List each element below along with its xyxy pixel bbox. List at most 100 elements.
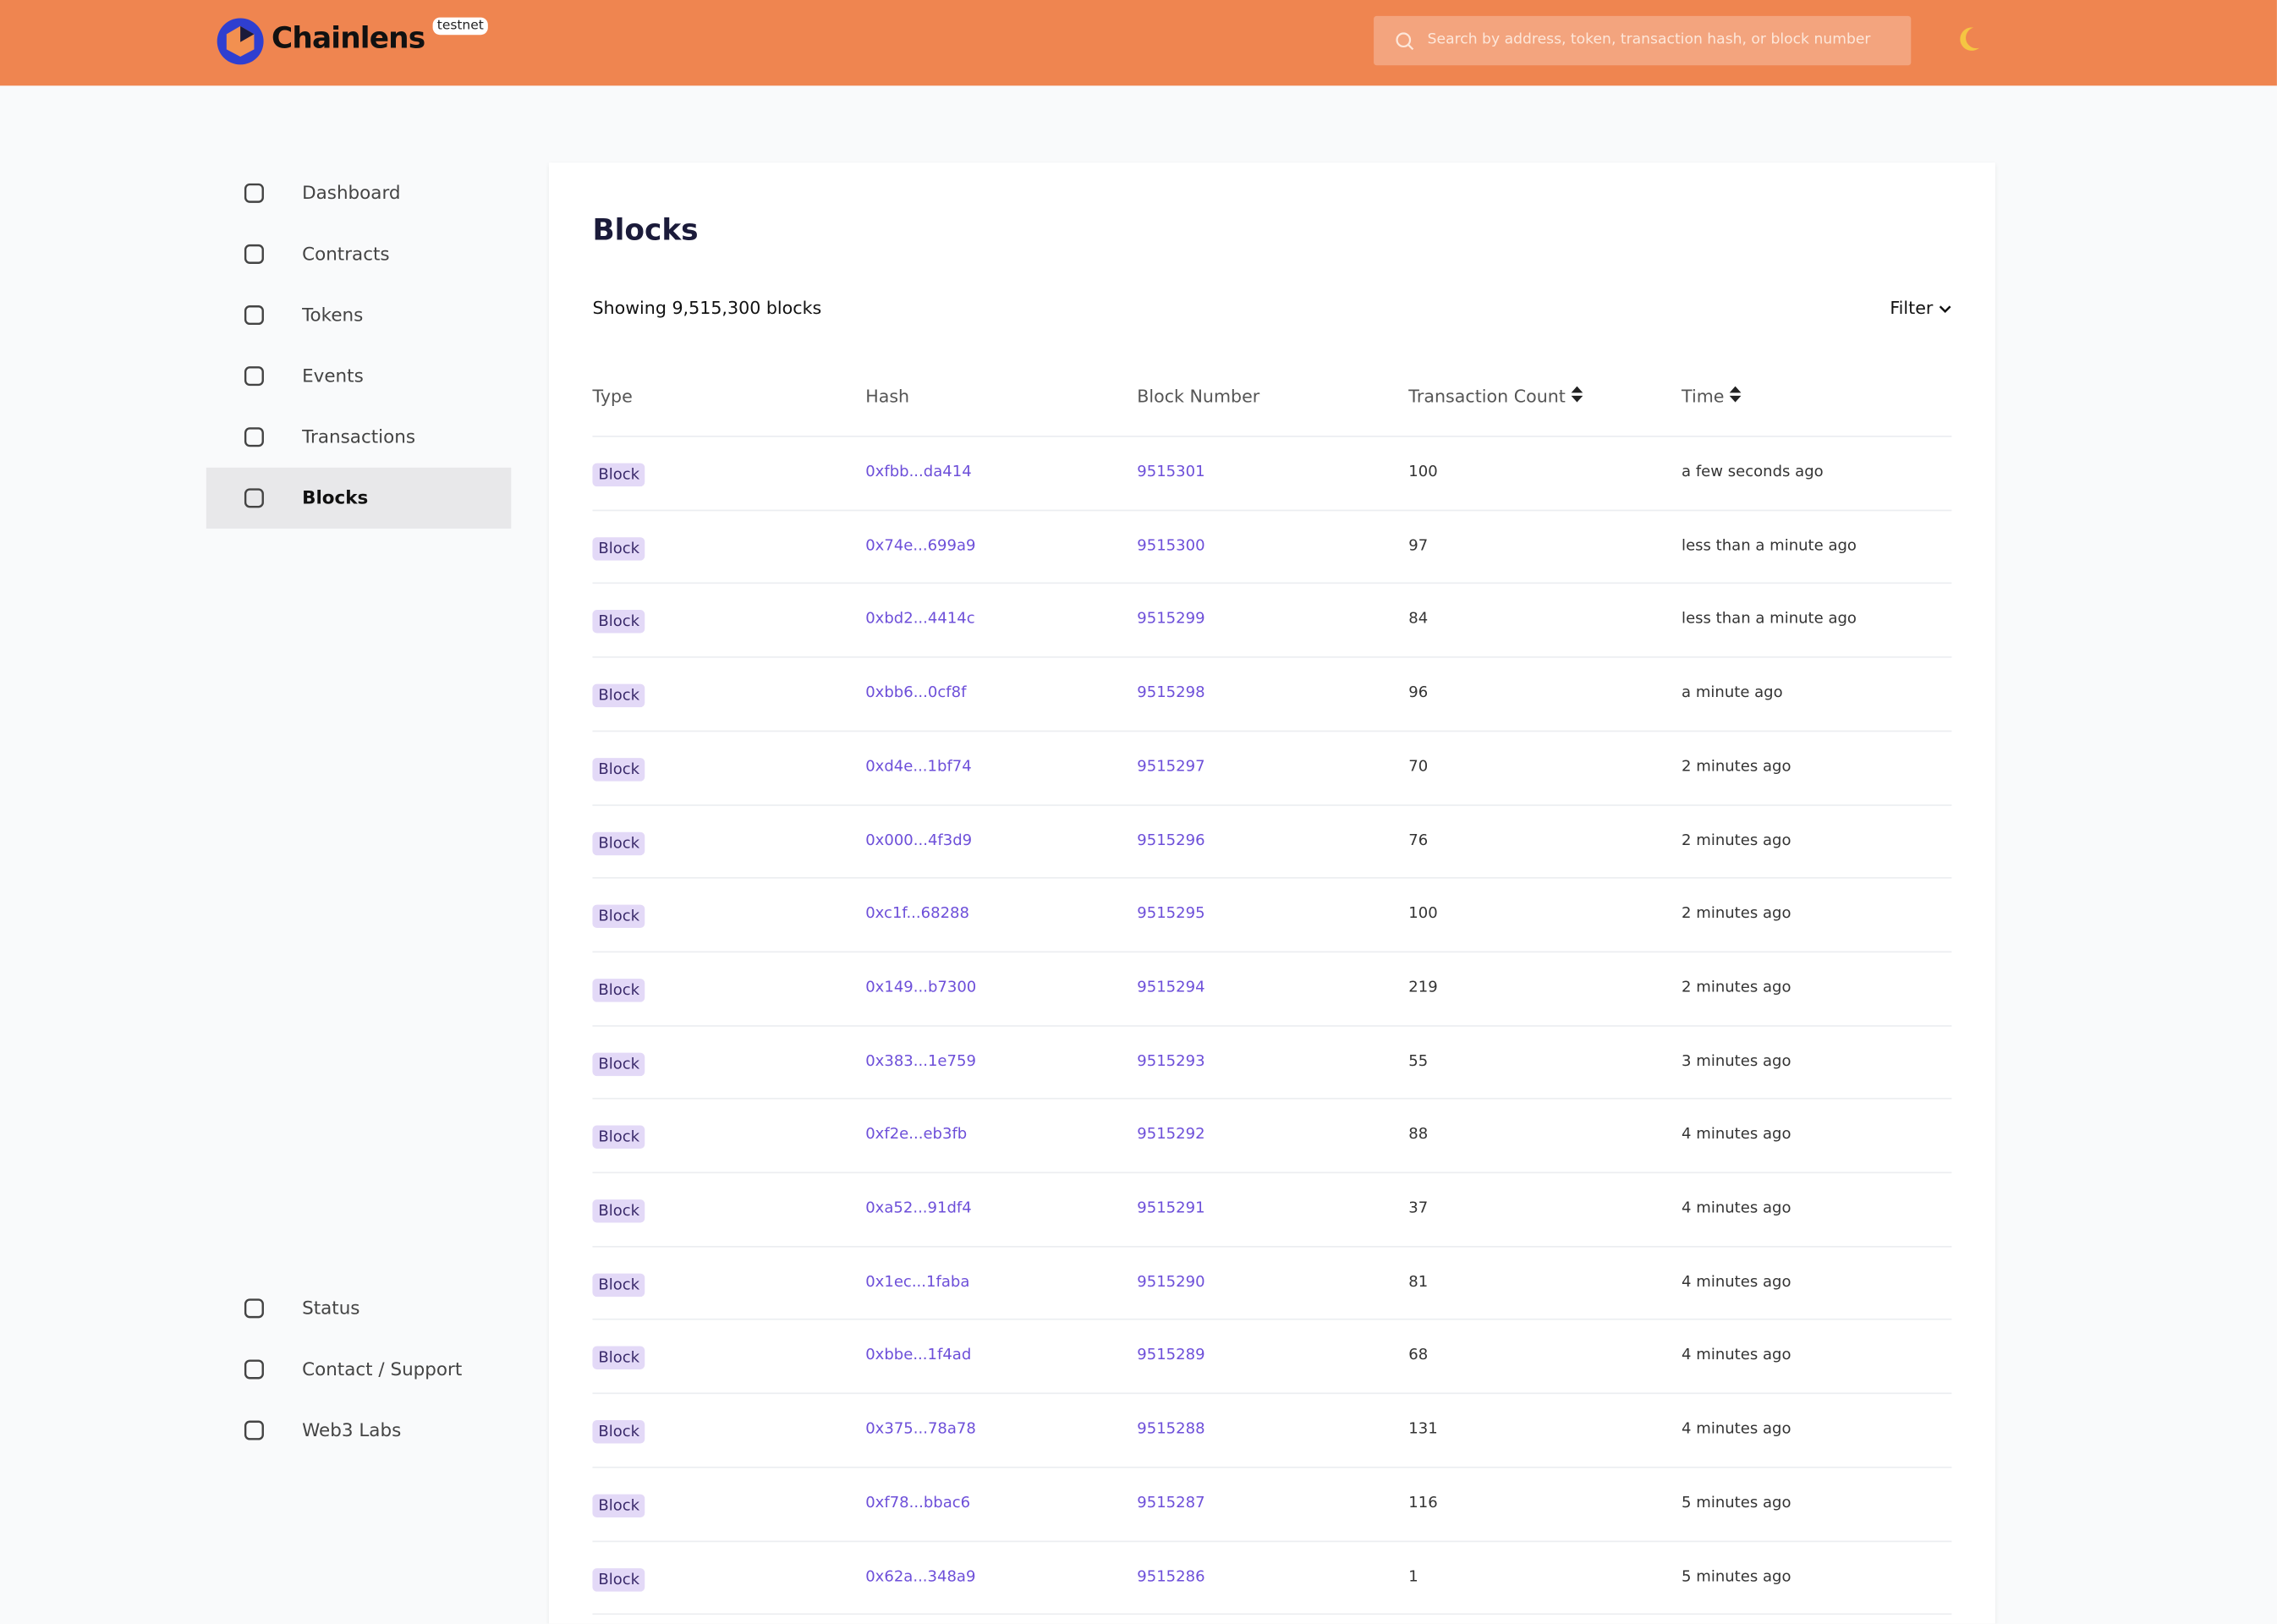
block-number[interactable]: 9515290 — [1137, 1273, 1205, 1291]
block-hash[interactable]: 0xbbe...1f4ad — [865, 1347, 972, 1364]
blocks-card: Blocks Showing 9,515,300 blocks Filter T… — [548, 162, 1995, 1624]
logo[interactable] — [217, 18, 265, 66]
type-tag: Block — [592, 536, 645, 561]
block-number[interactable]: 9515297 — [1137, 757, 1205, 776]
block-hash[interactable]: 0xbb6...0cf8f — [865, 683, 967, 702]
filter-button[interactable]: Filter — [1890, 298, 1951, 318]
time: 4 minutes ago — [1682, 1273, 1791, 1291]
nav-label: Tokens — [302, 303, 364, 326]
nav-icon — [244, 488, 264, 508]
nav-item[interactable]: Events — [206, 346, 512, 407]
time: a few seconds ago — [1682, 463, 1824, 481]
search-icon — [1396, 32, 1414, 51]
block-number[interactable]: 9515288 — [1137, 1420, 1205, 1438]
tx-count: 81 — [1408, 1273, 1429, 1291]
time: 2 minutes ago — [1682, 978, 1791, 996]
tx-count: 70 — [1408, 757, 1429, 776]
type-tag: Block — [592, 831, 645, 855]
nav-icon — [244, 1420, 264, 1440]
block-hash[interactable]: 0x74e...699a9 — [865, 536, 976, 555]
block-hash[interactable]: 0x000...4f3d9 — [865, 831, 973, 849]
theme-toggle[interactable] — [1959, 26, 1982, 52]
block-number[interactable]: 9515287 — [1137, 1494, 1205, 1512]
type-tag: Block — [592, 1347, 645, 1370]
tx-count: 100 — [1408, 463, 1438, 481]
time: 5 minutes ago — [1682, 1567, 1791, 1585]
block-number[interactable]: 9515300 — [1137, 536, 1205, 555]
time: less than a minute ago — [1682, 610, 1857, 628]
time: 2 minutes ago — [1682, 904, 1791, 923]
column-header: Type — [592, 386, 633, 407]
nav-icon — [244, 1359, 264, 1380]
search-box[interactable]: Search by address, token, transaction ha… — [1374, 15, 1912, 66]
type-tag: Block — [592, 1199, 645, 1223]
block-hash[interactable]: 0xd4e...1bf74 — [865, 757, 972, 776]
nav-item[interactable]: Web3 Labs — [206, 1400, 512, 1461]
column-header[interactable]: Transaction Count — [1408, 386, 1583, 407]
tx-count: 88 — [1408, 1126, 1429, 1144]
nav-item[interactable]: Contact / Support — [206, 1339, 512, 1400]
type-tag: Block — [592, 757, 645, 782]
block-hash[interactable]: 0xf2e...eb3fb — [865, 1126, 968, 1144]
tx-count: 37 — [1408, 1199, 1429, 1217]
header: Chainlens testnet Search by address, tok… — [0, 0, 2277, 86]
time: 2 minutes ago — [1682, 831, 1791, 849]
column-header: Block Number — [1137, 386, 1260, 407]
type-tag: Block — [592, 610, 645, 634]
time: 5 minutes ago — [1682, 1494, 1791, 1512]
block-number[interactable]: 9515289 — [1137, 1347, 1205, 1364]
block-number[interactable]: 9515295 — [1137, 904, 1205, 923]
tx-count: 100 — [1408, 904, 1438, 923]
type-tag: Block — [592, 1051, 645, 1076]
nav-label: Contracts — [302, 242, 390, 265]
block-number[interactable]: 9515298 — [1137, 683, 1205, 702]
column-header[interactable]: Time — [1682, 386, 1742, 407]
block-hash[interactable]: 0x62a...348a9 — [865, 1567, 976, 1585]
block-hash[interactable]: 0xbd2...4414c — [865, 610, 975, 628]
row-divider — [592, 1319, 1952, 1321]
block-hash[interactable]: 0xc1f...68288 — [865, 904, 969, 923]
block-number[interactable]: 9515294 — [1137, 978, 1205, 996]
row-divider — [592, 656, 1952, 658]
tx-count: 84 — [1408, 610, 1429, 628]
block-hash[interactable]: 0x149...b7300 — [865, 978, 977, 996]
filter-label: Filter — [1890, 297, 1934, 318]
row-divider — [592, 1539, 1952, 1542]
block-hash[interactable]: 0xfbb...da414 — [865, 463, 972, 481]
nav-label: Events — [302, 364, 364, 387]
tx-count: 96 — [1408, 683, 1429, 702]
block-hash[interactable]: 0x1ec...1faba — [865, 1273, 970, 1291]
block-number[interactable]: 9515293 — [1137, 1051, 1205, 1070]
nav-item[interactable]: Status — [206, 1278, 512, 1339]
nav-icon — [244, 1298, 264, 1319]
row-divider — [592, 509, 1952, 511]
time: a minute ago — [1682, 683, 1783, 702]
block-hash[interactable]: 0xa52...91df4 — [865, 1199, 972, 1217]
block-hash[interactable]: 0xf78...bbac6 — [865, 1494, 971, 1512]
block-number[interactable]: 9515291 — [1137, 1199, 1205, 1217]
sort-icon — [1571, 386, 1583, 403]
nav-item[interactable]: Contracts — [206, 223, 512, 284]
row-divider — [592, 1613, 1952, 1616]
nav-item[interactable]: Transactions — [206, 407, 512, 468]
tx-count: 1 — [1408, 1567, 1418, 1585]
time: 4 minutes ago — [1682, 1199, 1791, 1217]
chevron — [1939, 305, 1951, 313]
block-number[interactable]: 9515292 — [1137, 1126, 1205, 1144]
block-hash[interactable]: 0x375...78a78 — [865, 1420, 976, 1438]
block-number[interactable]: 9515286 — [1137, 1567, 1205, 1585]
block-number[interactable]: 9515296 — [1137, 831, 1205, 849]
row-divider — [592, 1024, 1952, 1027]
brand[interactable]: Chainlens — [272, 20, 425, 56]
block-hash[interactable]: 0x383...1e759 — [865, 1051, 976, 1070]
row-divider — [592, 877, 1952, 879]
nav-icon — [244, 366, 264, 387]
time: 2 minutes ago — [1682, 757, 1791, 776]
nav-item[interactable]: Blocks — [206, 467, 512, 529]
nav-item[interactable]: Tokens — [206, 284, 512, 345]
block-number[interactable]: 9515299 — [1137, 610, 1205, 628]
block-number[interactable]: 9515301 — [1137, 463, 1205, 481]
nav-item[interactable]: Dashboard — [206, 162, 512, 223]
